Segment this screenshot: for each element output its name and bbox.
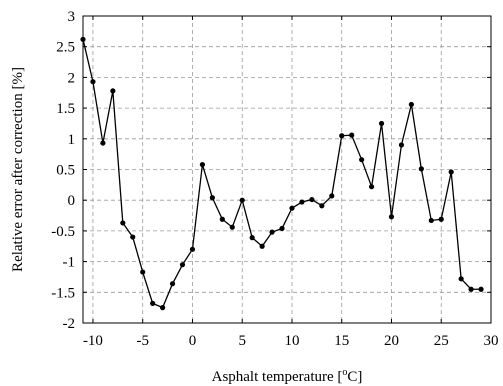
data-point bbox=[388, 214, 395, 220]
x-tick-label: 20 bbox=[384, 333, 399, 349]
axis-ticks bbox=[83, 15, 492, 324]
data-point bbox=[478, 286, 484, 292]
data-point bbox=[438, 216, 444, 222]
data-point bbox=[90, 79, 96, 85]
x-tick-label: 25 bbox=[434, 333, 449, 349]
data-point bbox=[468, 286, 474, 292]
data-point bbox=[169, 281, 176, 287]
data-point bbox=[378, 120, 385, 127]
data-point bbox=[289, 205, 295, 211]
data-point bbox=[269, 229, 275, 235]
data-point bbox=[259, 243, 265, 249]
data-point bbox=[249, 235, 255, 241]
y-tick-label: 3 bbox=[68, 9, 76, 25]
data-point bbox=[418, 166, 424, 172]
x-tick-label: 15 bbox=[334, 333, 349, 349]
y-tick-label: 2 bbox=[68, 70, 76, 86]
x-tick-label: 30 bbox=[484, 333, 499, 349]
data-point bbox=[398, 142, 405, 148]
data-point bbox=[179, 262, 186, 268]
x-tick-label: 0 bbox=[189, 333, 197, 349]
y-tick-label: 1.5 bbox=[56, 101, 75, 117]
data-points bbox=[80, 36, 484, 311]
data-point bbox=[140, 269, 146, 275]
data-point bbox=[80, 36, 86, 42]
data-point bbox=[299, 199, 305, 205]
y-tick-label: 1 bbox=[68, 132, 76, 148]
data-point bbox=[309, 196, 315, 203]
y-tick-label: -1.5 bbox=[51, 285, 75, 301]
y-tick-labels: -2 -1.5 -1 -0.5 0 0.5 1 1.5 2 2.5 3 bbox=[51, 9, 75, 332]
data-point bbox=[160, 305, 166, 311]
data-point bbox=[359, 157, 365, 163]
data-point bbox=[368, 184, 375, 190]
data-point bbox=[448, 169, 454, 175]
x-axis-title-main: Asphalt temperature [ bbox=[212, 369, 343, 385]
x-tick-label: 5 bbox=[238, 333, 246, 349]
data-point bbox=[329, 193, 335, 199]
x-tick-label: -10 bbox=[83, 333, 103, 349]
x-tick-labels: -10 -5 0 5 10 15 20 25 30 bbox=[83, 333, 499, 349]
x-axis-title-superscript: o bbox=[342, 367, 347, 378]
data-point bbox=[130, 234, 136, 240]
y-tick-label: 0 bbox=[68, 193, 76, 209]
y-tick-label: -0.5 bbox=[51, 224, 75, 240]
data-point bbox=[339, 133, 345, 139]
x-tick-label: 10 bbox=[284, 333, 299, 349]
data-point bbox=[239, 197, 245, 203]
y-tick-label: -1 bbox=[63, 255, 76, 271]
data-point bbox=[279, 225, 285, 232]
y-tick-label: -2 bbox=[63, 316, 76, 332]
data-point bbox=[319, 203, 325, 209]
data-point bbox=[199, 161, 206, 168]
data-point bbox=[349, 132, 355, 138]
y-axis-title: Relative error after correction [%] bbox=[10, 67, 26, 272]
data-point bbox=[110, 88, 116, 94]
x-axis-title-suffix: C] bbox=[347, 369, 362, 385]
y-tick-label: 2.5 bbox=[56, 40, 75, 56]
data-point bbox=[150, 300, 156, 306]
data-point bbox=[219, 216, 225, 222]
x-axis-title: Asphalt temperature [oC] bbox=[212, 367, 363, 385]
data-point bbox=[100, 140, 106, 146]
data-point bbox=[428, 217, 434, 224]
x-tick-label: -5 bbox=[136, 333, 149, 349]
data-point bbox=[189, 246, 196, 252]
data-point bbox=[120, 220, 126, 226]
data-point bbox=[229, 224, 235, 230]
data-point bbox=[209, 195, 215, 201]
data-point bbox=[408, 101, 414, 108]
y-tick-label: 0.5 bbox=[56, 163, 75, 179]
data-point bbox=[458, 276, 464, 282]
